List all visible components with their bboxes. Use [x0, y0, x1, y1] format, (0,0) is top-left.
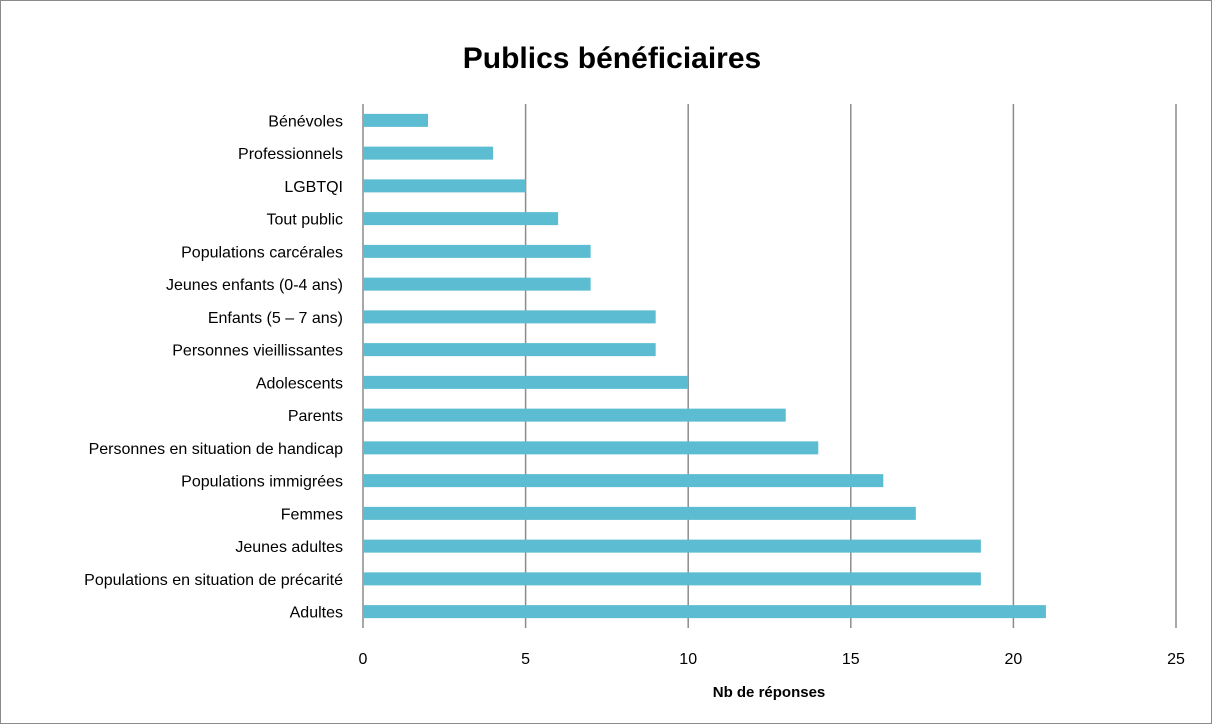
category-label: Adolescents — [256, 375, 343, 392]
category-label: Populations en situation de précarité — [84, 572, 343, 589]
x-tick-label: 5 — [521, 651, 530, 668]
bar — [363, 310, 656, 324]
x-tick-label: 15 — [842, 651, 860, 668]
x-tick-label: 20 — [1005, 651, 1023, 668]
category-label: Personnes en situation de handicap — [89, 441, 344, 458]
x-tick-label: 0 — [359, 651, 368, 668]
category-label: Adultes — [290, 605, 343, 622]
bar — [363, 244, 591, 258]
x-tick-labels: 0 5 10 15 20 25 — [359, 651, 1185, 668]
category-label: Parents — [288, 408, 343, 425]
bars — [363, 113, 1046, 619]
category-label: Bénévoles — [268, 113, 343, 130]
chart-title: Publics bénéficiaires — [463, 42, 761, 75]
bar — [363, 506, 916, 520]
x-tick-label: 25 — [1167, 651, 1185, 668]
bar — [363, 539, 981, 553]
bar — [363, 572, 981, 586]
category-label: Jeunes adultes — [235, 539, 343, 556]
bar — [363, 277, 591, 291]
bar — [363, 474, 884, 488]
bar — [363, 408, 786, 422]
bar — [363, 146, 494, 160]
category-label: Enfants (5 – 7 ans) — [208, 310, 343, 327]
category-label: Professionnels — [238, 146, 343, 163]
bar — [363, 605, 1046, 619]
category-label: Tout public — [267, 212, 344, 229]
category-label: Femmes — [281, 506, 343, 523]
category-label: Jeunes enfants (0-4 ans) — [166, 277, 343, 294]
category-label: Populations immigrées — [181, 474, 343, 491]
bar — [363, 441, 819, 455]
bar — [363, 343, 656, 357]
bar — [363, 375, 689, 389]
x-tick-label: 10 — [679, 651, 697, 668]
x-axis-title: Nb de réponses — [713, 684, 826, 701]
category-label: Personnes vieillissantes — [172, 343, 343, 360]
category-label: Populations carcérales — [181, 244, 343, 261]
bar — [363, 113, 429, 127]
category-labels: Bénévoles Professionnels LGBTQI Tout public… — [84, 113, 343, 621]
bar — [363, 212, 559, 226]
category-label: LGBTQI — [284, 179, 343, 196]
bar — [363, 179, 526, 193]
